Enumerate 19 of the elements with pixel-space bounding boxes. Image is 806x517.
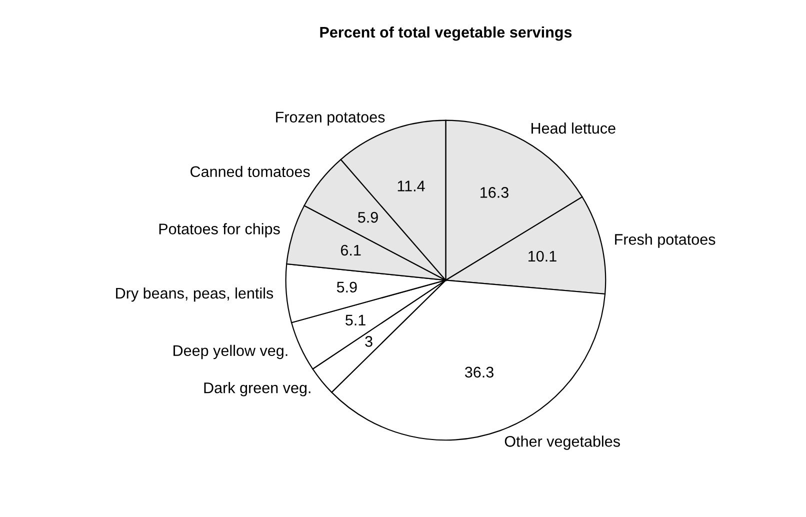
data-label: 11.4 — [398, 180, 425, 192]
slice-label: Frozen potatoes — [276, 112, 385, 126]
data-label: 16.3 — [480, 187, 508, 198]
data-label: 5.9 — [358, 212, 378, 223]
data-label: 10.1 — [528, 250, 556, 262]
slice-label: Deep yellow veg. — [174, 344, 288, 360]
data-label: 3 — [365, 336, 372, 347]
slice-label: Dry beans, peas, lentils — [116, 287, 274, 302]
chart-title: Percent of total vegetable servings — [320, 26, 572, 41]
slice-label: Dark green veg. — [204, 382, 310, 396]
slice-label: Potatoes for chips — [159, 223, 280, 238]
data-label: 36.3 — [464, 366, 494, 378]
slice-label: Fresh potatoes — [615, 234, 716, 248]
data-label: 6.1 — [340, 244, 361, 256]
data-label: 5.9 — [336, 282, 357, 293]
slice-label: Head lettuce — [532, 122, 616, 134]
slice-label: Other vegetables — [504, 436, 620, 450]
slice-label: Canned tomatoes — [190, 166, 310, 178]
data-label: 5.1 — [346, 314, 366, 326]
